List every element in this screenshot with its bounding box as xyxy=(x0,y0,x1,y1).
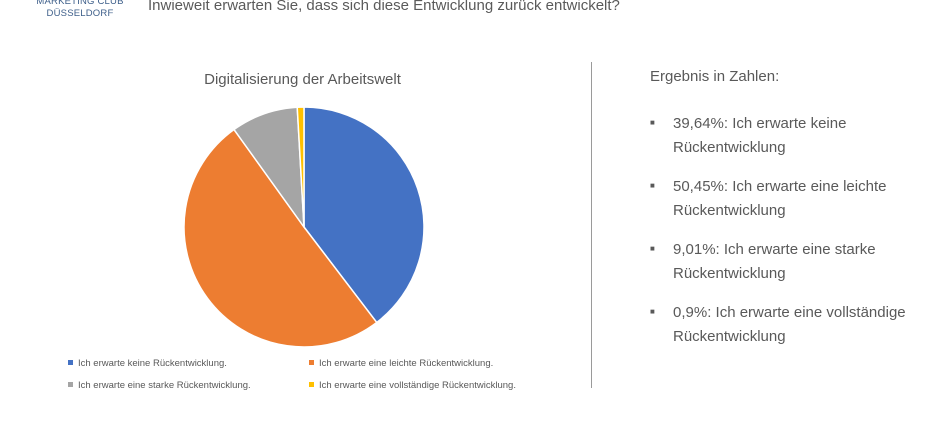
logo: MARKETING CLUB DÜSSELDORF xyxy=(32,0,128,20)
logo-line-2: DÜSSELDORF xyxy=(46,8,114,19)
legend-swatch-1 xyxy=(68,360,73,365)
result-item-3: ■ 9,01%: Ich erwarte eine starke Rückent… xyxy=(650,238,930,286)
square-bullet-icon: ■ xyxy=(650,244,655,253)
legend-label-4: Ich erwarte eine vollständige Rückentwic… xyxy=(319,380,516,391)
result-item-2: ■ 50,45%: Ich erwarte eine leichte Rücke… xyxy=(650,175,930,223)
legend-item-1: Ich erwarte keine Rückentwicklung. xyxy=(68,358,227,369)
pie-slice-4 xyxy=(296,106,305,228)
legend-item-4: Ich erwarte eine vollständige Rückentwic… xyxy=(309,380,516,391)
pie-slice-1 xyxy=(303,106,425,324)
legend-item-3: Ich erwarte eine starke Rückentwicklung. xyxy=(68,380,251,391)
pie-slice-2 xyxy=(183,128,378,348)
square-bullet-icon: ■ xyxy=(650,307,655,316)
logo-line-1: MARKETING CLUB xyxy=(36,0,124,7)
question-heading: Inwieweit erwarten Sie, dass sich diese … xyxy=(148,0,620,14)
result-text-3: 9,01%: Ich erwarte eine starke Rückentwi… xyxy=(673,241,876,282)
result-text-4: 0,9%: Ich erwarte eine vollständige Rück… xyxy=(673,304,906,345)
chart-title: Digitalisierung der Arbeitswelt xyxy=(204,71,401,88)
result-item-1: ■ 39,64%: Ich erwarte keine Rückentwickl… xyxy=(650,112,930,160)
legend-swatch-4 xyxy=(309,382,314,387)
legend-label-3: Ich erwarte eine starke Rückentwicklung. xyxy=(78,380,251,391)
legend-swatch-2 xyxy=(309,360,314,365)
square-bullet-icon: ■ xyxy=(650,181,655,190)
result-item-4: ■ 0,9%: Ich erwarte eine vollständige Rü… xyxy=(650,301,930,349)
results-title: Ergebnis in Zahlen: xyxy=(650,68,780,85)
legend-label-2: Ich erwarte eine leichte Rückentwicklung… xyxy=(319,358,494,369)
legend-swatch-3 xyxy=(68,382,73,387)
legend-item-2: Ich erwarte eine leichte Rückentwicklung… xyxy=(309,358,493,369)
square-bullet-icon: ■ xyxy=(650,118,655,127)
legend-label-1: Ich erwarte keine Rückentwicklung. xyxy=(78,358,227,369)
result-text-2: 50,45%: Ich erwarte eine leichte Rückent… xyxy=(673,178,887,219)
vertical-divider xyxy=(591,62,592,388)
pie-chart xyxy=(183,106,425,348)
result-text-1: 39,64%: Ich erwarte keine Rückentwicklun… xyxy=(673,115,847,156)
